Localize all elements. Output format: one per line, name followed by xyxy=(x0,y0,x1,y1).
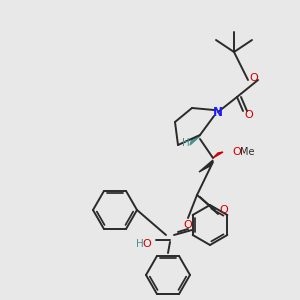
Text: N: N xyxy=(213,106,223,118)
Polygon shape xyxy=(190,136,200,145)
Polygon shape xyxy=(213,152,223,158)
Text: Me: Me xyxy=(240,147,254,157)
Text: O: O xyxy=(244,110,253,120)
Text: H: H xyxy=(136,239,144,249)
Text: O: O xyxy=(250,73,258,83)
Text: O: O xyxy=(220,205,228,215)
Polygon shape xyxy=(199,160,213,172)
Text: H: H xyxy=(182,138,190,148)
Text: O: O xyxy=(184,220,192,230)
Text: O: O xyxy=(232,147,242,157)
Text: O: O xyxy=(142,239,152,249)
